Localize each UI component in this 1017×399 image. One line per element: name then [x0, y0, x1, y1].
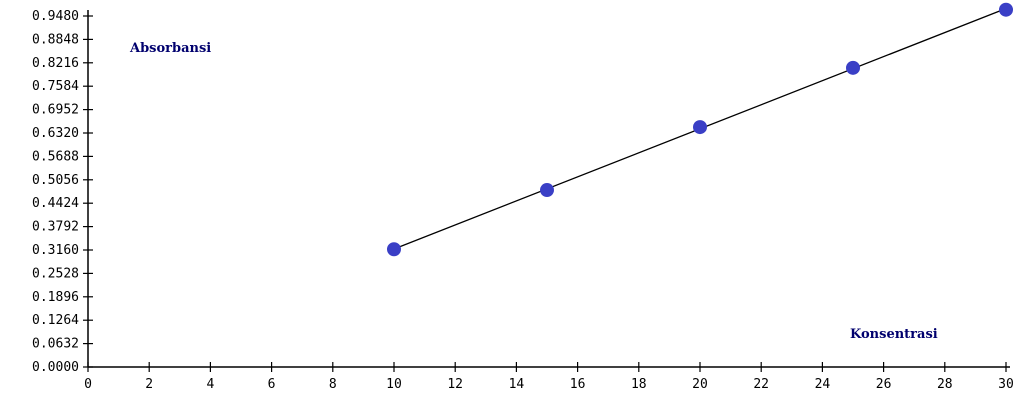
- y-tick-label: 0.3160: [32, 243, 79, 258]
- y-tick-label: 0.2528: [32, 266, 79, 281]
- x-tick-label: 12: [447, 377, 463, 392]
- x-tick-label: 6: [268, 377, 276, 392]
- y-axis-title: Absorbansi: [129, 41, 211, 56]
- x-tick-label: 2: [145, 377, 153, 392]
- y-tick-label: 0.6952: [32, 103, 79, 118]
- y-tick-label: 0.0632: [32, 337, 79, 352]
- y-tick-label: 0.8216: [32, 56, 79, 71]
- x-tick-label: 26: [876, 377, 892, 392]
- x-tick-label: 20: [692, 377, 708, 392]
- y-tick-label: 0.9480: [32, 9, 79, 24]
- data-point: [846, 60, 860, 75]
- x-tick-label: 18: [631, 377, 647, 392]
- y-tick-label: 0.1264: [32, 313, 79, 328]
- y-tick-label: 0.8848: [32, 32, 79, 47]
- y-tick-label: 0.1896: [32, 290, 79, 305]
- data-points: [387, 2, 1013, 257]
- y-tick-label: 0.3792: [32, 220, 79, 235]
- x-tick-label: 14: [509, 377, 525, 392]
- y-tick-label: 0.5688: [32, 149, 79, 164]
- y-tick-label: 0.4424: [32, 196, 79, 211]
- x-tick-label: 22: [753, 377, 769, 392]
- x-tick-label: 16: [570, 377, 586, 392]
- data-point: [693, 120, 707, 135]
- y-tick-label: 0.7584: [32, 79, 79, 94]
- x-tick-label: 28: [937, 377, 953, 392]
- data-point: [540, 183, 554, 198]
- x-tick-label: 30: [998, 377, 1014, 392]
- x-tick-label: 10: [386, 377, 402, 392]
- data-point: [387, 242, 401, 257]
- x-tick-label: 24: [815, 377, 831, 392]
- y-tick-label: 0.6320: [32, 126, 79, 141]
- axes: 0.0000 0.0632 0.1264 0.1896 0.2528 0.3160 0.37…: [32, 9, 1014, 392]
- x-tick-label: 4: [206, 377, 214, 392]
- x-tick-label: 8: [329, 377, 337, 392]
- x-tick-label: 0: [84, 377, 92, 392]
- y-tick-label: 0.5056: [32, 173, 79, 188]
- y-tick-label: 0.0000: [32, 360, 79, 375]
- data-point: [999, 2, 1013, 17]
- x-axis-title: Konsentrasi: [850, 327, 938, 342]
